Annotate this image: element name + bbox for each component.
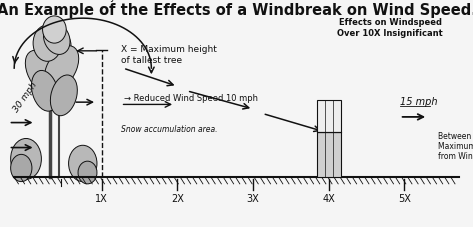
Text: Wind Velocity: Wind Velocity: [50, 0, 116, 2]
Text: 1X: 1X: [96, 194, 108, 204]
Text: 30 mph: 30 mph: [12, 81, 39, 114]
Text: 2X: 2X: [171, 194, 184, 204]
Text: Snow accumulation area.: Snow accumulation area.: [121, 125, 217, 134]
Ellipse shape: [51, 75, 77, 116]
Text: 15 mph: 15 mph: [400, 97, 437, 107]
Text: 5X: 5X: [398, 194, 411, 204]
Bar: [317, 100, 341, 132]
Text: X = Maximum height
of tallest tree: X = Maximum height of tallest tree: [121, 45, 217, 65]
Ellipse shape: [78, 161, 97, 184]
Text: 4X: 4X: [323, 194, 335, 204]
Bar: [317, 132, 341, 177]
Text: An Example of the Effects of a Windbreak on Wind Speed.: An Example of the Effects of a Windbreak…: [0, 3, 473, 18]
Text: → Reduced Wind Speed 10 mph: → Reduced Wind Speed 10 mph: [124, 94, 258, 103]
Ellipse shape: [32, 70, 58, 111]
Ellipse shape: [10, 138, 42, 179]
Ellipse shape: [69, 145, 97, 182]
Text: Between 1x and 5x -
Maximum Protection
from Wind: Between 1x and 5x - Maximum Protection f…: [438, 132, 473, 161]
Ellipse shape: [43, 16, 66, 43]
Ellipse shape: [44, 23, 70, 54]
Ellipse shape: [33, 25, 61, 61]
Ellipse shape: [31, 32, 71, 86]
Ellipse shape: [44, 46, 79, 91]
Ellipse shape: [10, 154, 32, 182]
Ellipse shape: [26, 50, 60, 95]
Text: 3X: 3X: [247, 194, 259, 204]
Text: Effects on Windspeed
Over 10X Insignificant: Effects on Windspeed Over 10X Insignific…: [337, 18, 443, 37]
